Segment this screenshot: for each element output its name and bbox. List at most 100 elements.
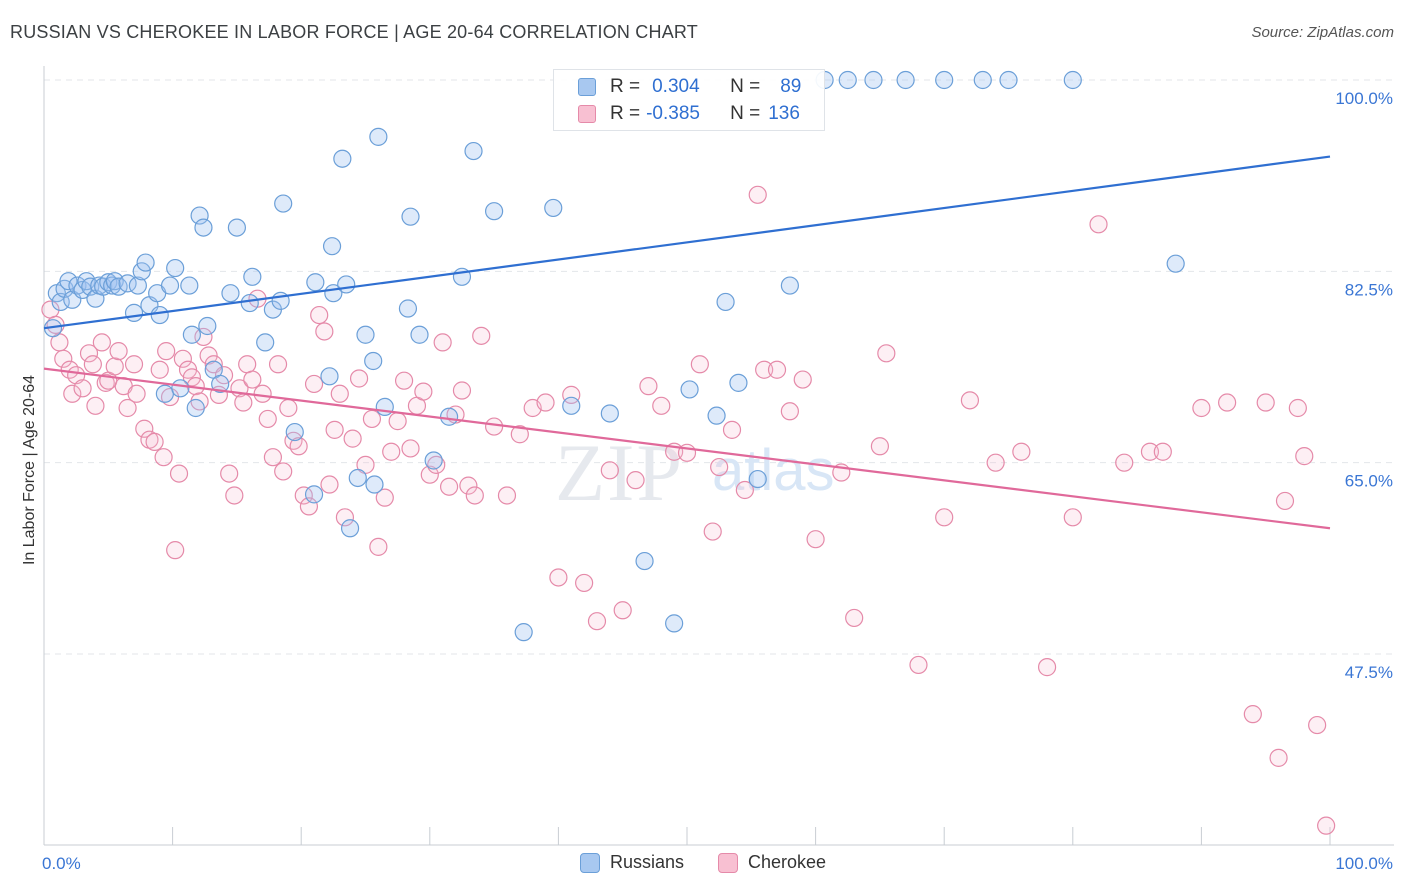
- stats-r-label: R =: [610, 103, 641, 124]
- cherokee-point: [86, 396, 105, 415]
- russians-point: [306, 273, 325, 292]
- cherokee-point: [536, 393, 555, 412]
- cherokee-point: [330, 384, 349, 403]
- cherokee-point: [145, 432, 164, 451]
- cherokee-point: [394, 371, 414, 390]
- russians-point: [348, 468, 367, 488]
- russians-point: [340, 519, 360, 538]
- cherokee-point: [225, 486, 244, 505]
- y-tick-label: 47.5%: [1345, 663, 1393, 682]
- tick-labels: 100.0% 82.5% 65.0% 47.5% 0.0% 100.0%: [42, 89, 1393, 873]
- cherokee-point: [735, 480, 754, 500]
- russians-point: [198, 316, 217, 336]
- russians-point: [707, 406, 726, 425]
- russians-point: [410, 325, 429, 344]
- russians-point: [401, 207, 420, 226]
- russians-point: [1166, 254, 1185, 273]
- russians-point: [333, 149, 352, 168]
- cherokee-point: [315, 322, 334, 341]
- russians-point: [1063, 70, 1082, 90]
- cherokee-point: [96, 373, 115, 392]
- cherokee-point: [639, 377, 658, 396]
- cherokee-point: [452, 381, 472, 400]
- cherokee-point: [1317, 816, 1336, 835]
- cherokee-point: [92, 333, 111, 352]
- russians-point: [514, 623, 533, 642]
- cherokee-point: [793, 370, 812, 389]
- russians-point: [132, 262, 151, 281]
- russians-point: [190, 206, 209, 225]
- cherokee-point: [238, 355, 257, 374]
- cherokee-point: [320, 475, 339, 494]
- cherokee-point: [806, 530, 825, 549]
- cherokee-point: [304, 374, 324, 394]
- cherokee-point: [234, 393, 253, 412]
- x-tick-label: 100.0%: [1335, 854, 1393, 873]
- cherokee-point: [362, 409, 382, 429]
- cherokee-point: [1063, 508, 1082, 527]
- cherokee-point: [83, 355, 102, 374]
- cherokee-point: [414, 382, 433, 401]
- russians-point: [398, 299, 418, 318]
- cherokee-point: [549, 568, 568, 587]
- russians-point: [729, 373, 748, 392]
- y-tick-label: 82.5%: [1345, 280, 1393, 299]
- cherokee-point: [279, 398, 298, 418]
- stats-r-value: -0.385: [646, 103, 700, 124]
- legend-label-cherokee: Cherokee: [747, 852, 827, 872]
- cherokee-point: [166, 541, 185, 560]
- cherokee-point: [157, 342, 176, 361]
- stats-swatch-russians: [578, 78, 596, 96]
- russians-point: [182, 325, 201, 344]
- legend-swatch-cherokee: [717, 852, 738, 873]
- cherokee-point: [1275, 491, 1295, 511]
- legend-label-russians: Russians: [609, 852, 684, 872]
- russians-point: [935, 70, 954, 90]
- russians-point: [322, 237, 342, 256]
- cherokee-point: [135, 419, 154, 438]
- russians-point: [221, 284, 240, 303]
- cherokee-point: [767, 360, 787, 379]
- cherokee-point: [1218, 393, 1237, 412]
- cherokee-point: [986, 453, 1005, 472]
- source-label: Source: ZipAtlas.com: [1251, 24, 1394, 41]
- cherokee-point: [150, 360, 169, 379]
- stats-row-russians: R = 0.304 N = 89: [578, 75, 801, 99]
- y-tick-label: 65.0%: [1345, 472, 1393, 491]
- cherokee-point: [335, 508, 355, 527]
- russians-point: [171, 379, 190, 398]
- cherokee-point: [375, 488, 394, 507]
- cherokee-point: [722, 420, 742, 439]
- cherokee-point: [54, 349, 73, 368]
- cherokee-point: [690, 355, 709, 374]
- russians-point: [375, 397, 394, 417]
- axes: [43, 66, 1394, 846]
- stats-r-value: 0.304: [652, 76, 700, 97]
- cherokee-point: [109, 342, 128, 361]
- cherokee-point: [194, 327, 213, 347]
- cherokee-point: [652, 396, 671, 415]
- cherokee-point: [587, 612, 607, 631]
- cherokee-point: [870, 437, 890, 456]
- cherokee-point: [600, 461, 619, 480]
- russians-point: [780, 276, 799, 295]
- russians-point: [485, 202, 504, 221]
- russians-point: [274, 194, 293, 213]
- russians-point: [562, 396, 581, 415]
- cherokee-point: [253, 384, 272, 403]
- cherokee-point: [780, 402, 799, 421]
- cherokee-point: [169, 464, 189, 483]
- y-axis-label: In Labor Force | Age 20-64: [21, 374, 38, 566]
- legend-item-cherokee[interactable]: Cherokee: [717, 852, 827, 873]
- legend-item-russians[interactable]: Russians: [579, 852, 684, 873]
- cherokee-point: [1153, 442, 1172, 461]
- cherokee-point: [263, 448, 283, 467]
- cherokee-point: [1256, 393, 1275, 412]
- cherokee-point: [845, 608, 864, 628]
- stats-swatch-cherokee: [578, 105, 596, 123]
- cherokee-point: [1012, 442, 1031, 461]
- stats-n-label: N =: [730, 76, 761, 97]
- chart-title: RUSSIAN VS CHEROKEE IN LABOR FORCE | AGE…: [10, 22, 698, 42]
- russians-points: [43, 70, 1185, 642]
- cherokee-point: [420, 465, 439, 484]
